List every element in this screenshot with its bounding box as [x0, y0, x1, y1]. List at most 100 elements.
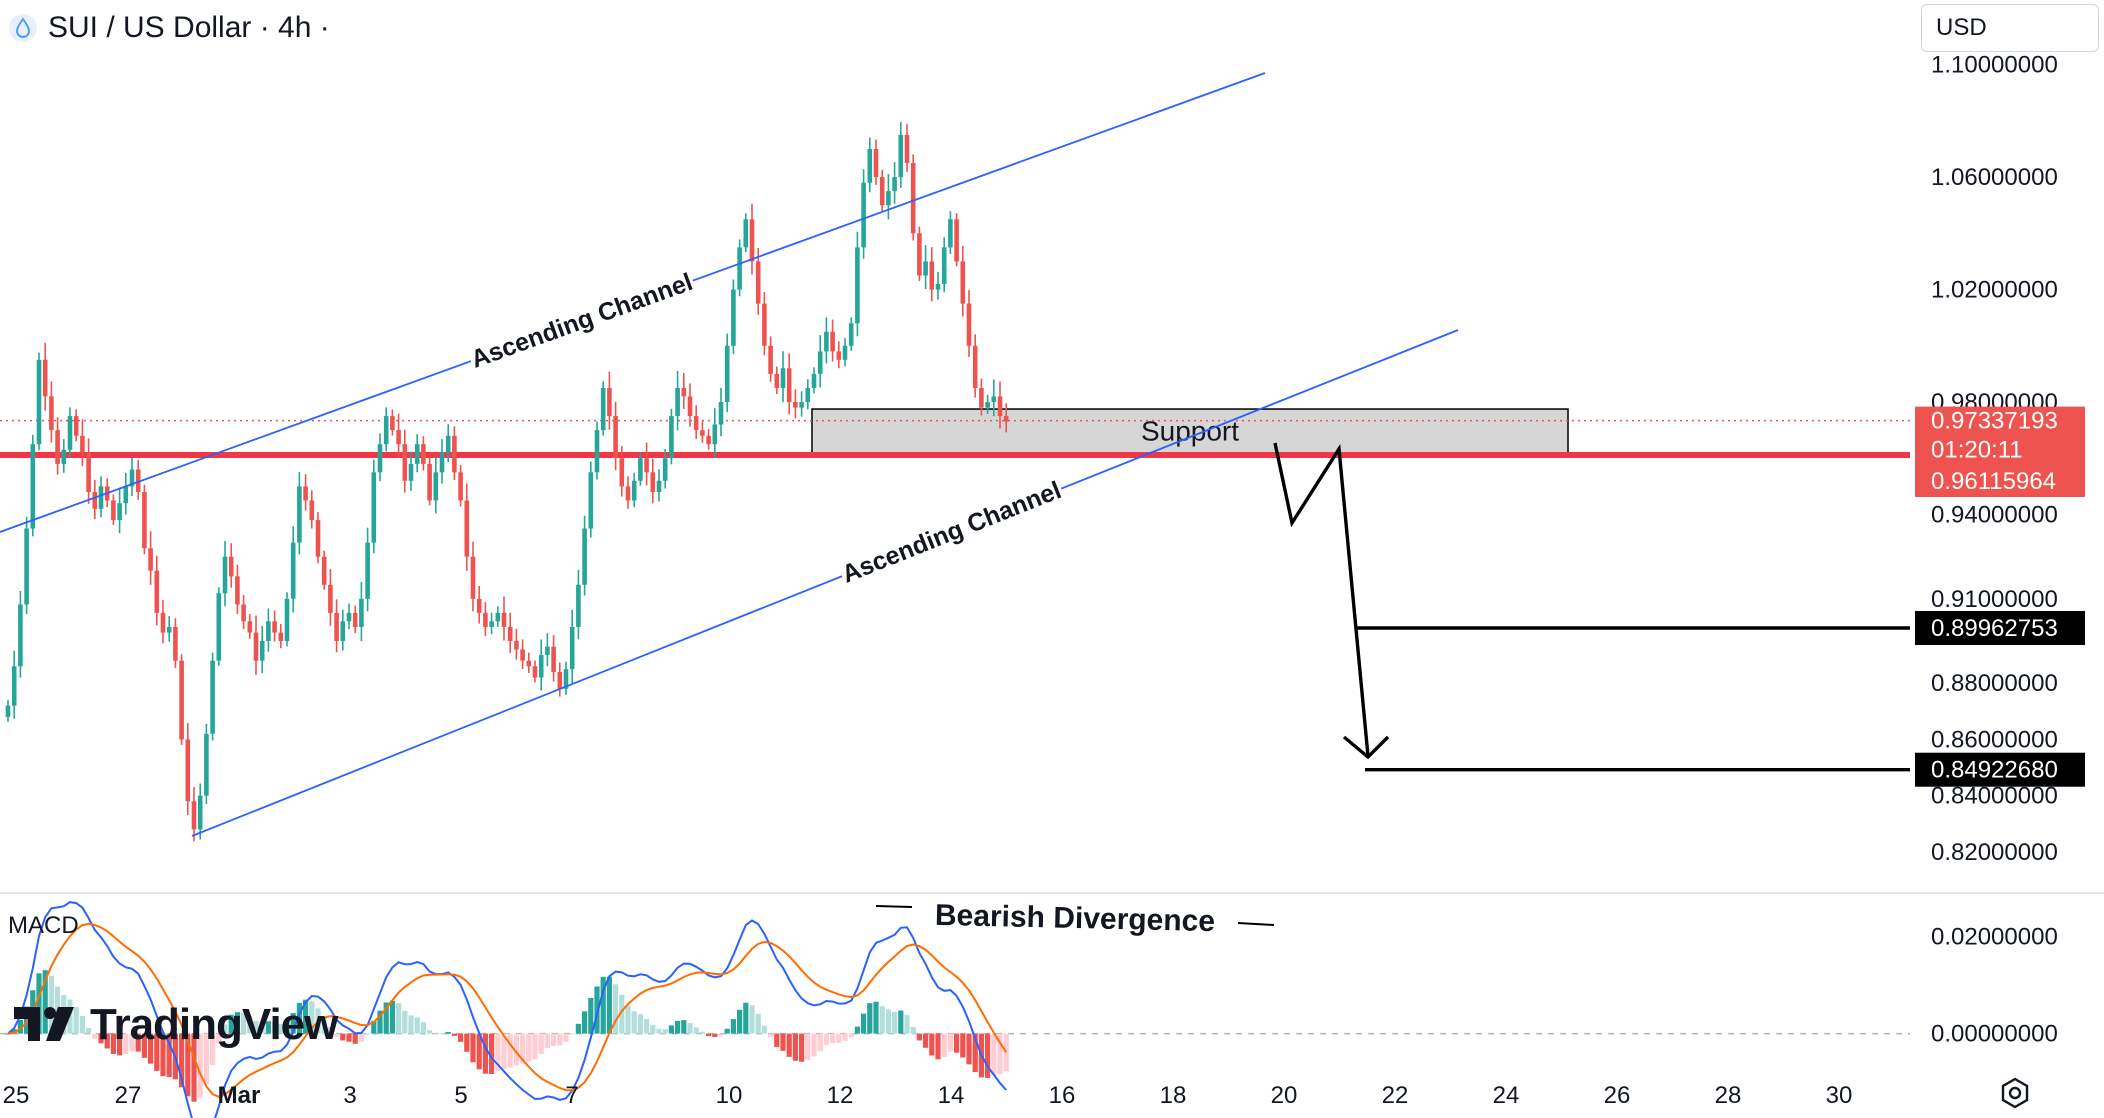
projection-path[interactable] [1273, 442, 1370, 757]
candle[interactable] [154, 555, 160, 626]
candle[interactable] [675, 370, 680, 431]
candle[interactable] [377, 433, 383, 482]
candle[interactable] [495, 606, 501, 627]
candle[interactable] [321, 550, 327, 590]
candle[interactable] [371, 459, 377, 554]
candle[interactable] [718, 387, 724, 437]
candle[interactable] [259, 626, 265, 674]
candle[interactable] [483, 602, 488, 636]
candle[interactable] [433, 456, 439, 514]
candle[interactable] [644, 442, 649, 486]
candle[interactable] [811, 367, 817, 394]
candle[interactable] [576, 569, 581, 640]
candle[interactable] [625, 476, 631, 509]
candle[interactable] [545, 633, 550, 667]
candle[interactable] [842, 337, 848, 367]
candle[interactable] [42, 342, 48, 411]
candle[interactable] [228, 543, 234, 588]
candle[interactable] [98, 476, 104, 518]
candle[interactable] [18, 590, 23, 678]
candle[interactable] [607, 371, 612, 430]
candle[interactable] [768, 336, 773, 382]
candle[interactable] [142, 484, 147, 555]
macd-signal-line[interactable] [7, 922, 1008, 1098]
candle[interactable] [290, 526, 296, 613]
support-zone[interactable] [811, 408, 1569, 456]
candle[interactable] [197, 783, 203, 840]
candle[interactable] [613, 401, 618, 471]
candle[interactable] [204, 723, 209, 805]
candle[interactable] [762, 292, 767, 356]
candle[interactable] [92, 479, 98, 519]
candle[interactable] [117, 487, 122, 534]
candle[interactable] [111, 494, 116, 526]
candle[interactable] [501, 596, 507, 641]
candle[interactable] [588, 461, 594, 538]
candle[interactable] [923, 245, 928, 290]
candle[interactable] [830, 319, 835, 362]
candle[interactable] [383, 407, 389, 452]
candle[interactable] [445, 424, 451, 463]
candle[interactable] [334, 599, 339, 653]
candle[interactable] [700, 421, 705, 443]
candle[interactable] [892, 162, 897, 204]
candle[interactable] [61, 439, 67, 473]
candle[interactable] [917, 226, 922, 281]
settings-button[interactable] [1998, 1076, 2032, 1115]
candle[interactable] [396, 413, 401, 458]
candle[interactable] [352, 605, 358, 634]
candle[interactable] [638, 452, 643, 486]
candle[interactable] [824, 317, 829, 364]
candle[interactable] [997, 381, 1003, 429]
candle[interactable] [594, 421, 600, 480]
candle[interactable] [935, 271, 941, 300]
candle[interactable] [365, 527, 370, 612]
candle[interactable] [222, 541, 228, 607]
candle[interactable] [191, 787, 197, 842]
candle[interactable] [514, 628, 519, 660]
candle[interactable] [966, 290, 972, 358]
candle[interactable] [774, 366, 780, 395]
candle[interactable] [557, 662, 563, 697]
candle[interactable] [135, 460, 141, 500]
candle[interactable] [873, 139, 879, 185]
candle[interactable] [489, 612, 494, 635]
candle[interactable] [972, 334, 978, 398]
candle[interactable] [427, 457, 432, 506]
candle[interactable] [526, 652, 532, 673]
candle[interactable] [985, 394, 990, 414]
candle[interactable] [86, 438, 91, 504]
candle[interactable] [743, 213, 749, 253]
candle[interactable] [737, 239, 742, 297]
candle[interactable] [780, 351, 786, 403]
candle[interactable] [11, 650, 17, 719]
candle[interactable] [836, 341, 842, 369]
candle[interactable] [402, 429, 408, 493]
candle[interactable] [538, 639, 544, 691]
candle[interactable] [712, 408, 718, 458]
candle[interactable] [266, 608, 271, 652]
candle[interactable] [49, 381, 54, 443]
candle[interactable] [408, 451, 414, 491]
candle[interactable] [817, 335, 823, 388]
candle[interactable] [166, 616, 172, 642]
candle[interactable] [979, 378, 984, 416]
candle[interactable] [309, 490, 315, 529]
candle[interactable] [439, 439, 445, 484]
candle[interactable] [656, 469, 662, 502]
candle[interactable] [724, 333, 730, 413]
candle[interactable] [123, 472, 129, 515]
candle[interactable] [452, 426, 457, 481]
candle[interactable] [297, 472, 302, 555]
candle[interactable] [55, 417, 60, 475]
candle[interactable] [563, 661, 569, 695]
candle[interactable] [662, 448, 668, 489]
candle[interactable] [179, 654, 184, 745]
candle[interactable] [569, 609, 575, 684]
candle[interactable] [619, 446, 625, 497]
candle[interactable] [73, 409, 79, 442]
candle[interactable] [272, 610, 277, 642]
candle[interactable] [476, 585, 482, 624]
candle[interactable] [600, 381, 606, 436]
